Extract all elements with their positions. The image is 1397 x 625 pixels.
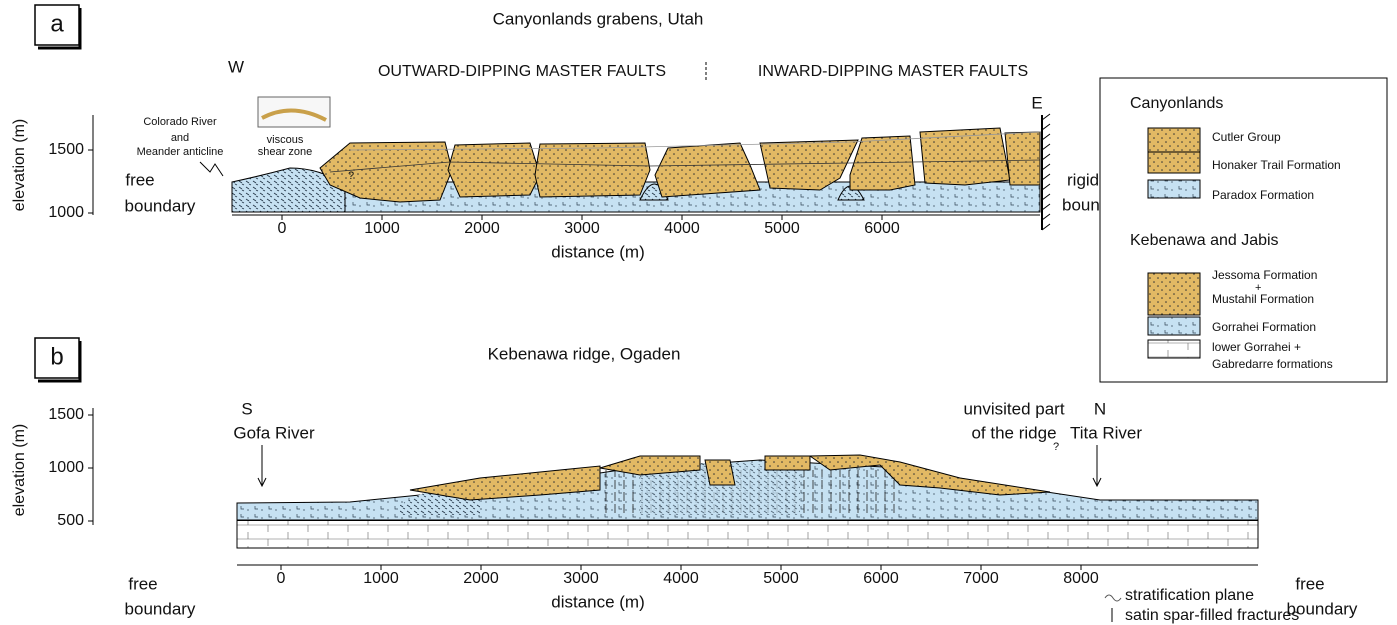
- panel-title: Canyonlands grabens, Utah: [493, 9, 704, 28]
- panel-label: a: [50, 10, 64, 37]
- note: free: [125, 170, 154, 189]
- heading: Gofa River: [233, 423, 315, 442]
- heading: OUTWARD-DIPPING MASTER FAULTS: [378, 63, 666, 80]
- x-tick-label: 4000: [664, 220, 700, 237]
- x-tick-label: 4000: [663, 570, 699, 587]
- note: Meander anticline: [137, 146, 224, 158]
- legend-item: Jessoma Formation: [1212, 268, 1317, 282]
- x-tick-label: 2000: [463, 570, 499, 587]
- note: boundary: [125, 196, 196, 215]
- figure: a Canyonlands grabens, Utah W OUTWARD-DI…: [0, 0, 1397, 625]
- y-tick-label: 1000: [48, 459, 84, 476]
- note: rigid: [1067, 170, 1099, 189]
- panel-label: b: [50, 343, 63, 370]
- y-tick-label: 500: [57, 512, 84, 529]
- heading: S: [241, 399, 252, 418]
- x-tick-label: 3000: [564, 220, 600, 237]
- heading: INWARD-DIPPING MASTER FAULTS: [758, 63, 1028, 80]
- note: and: [171, 132, 189, 144]
- heading: ?: [1053, 441, 1059, 453]
- symbol-label: stratification plane: [1125, 587, 1254, 604]
- x-tick-label: 6000: [863, 570, 899, 587]
- x-tick-label: 6000: [864, 220, 900, 237]
- legend-item: Gorrahei Formation: [1212, 320, 1316, 334]
- x-axis-label: distance (m): [551, 592, 645, 611]
- heading: E: [1031, 93, 1042, 112]
- legend-item: Paradox Formation: [1212, 188, 1314, 202]
- heading: W: [228, 57, 244, 76]
- x-tick-label: 0: [277, 570, 286, 587]
- symbol-label: satin spar-filled fractures: [1125, 607, 1299, 624]
- note: Colorado River: [143, 116, 217, 128]
- y-tick-label: 1000: [48, 204, 84, 221]
- x-tick-label: 3000: [563, 570, 599, 587]
- note: boundary: [125, 599, 196, 618]
- x-tick-label: 5000: [764, 220, 800, 237]
- x-tick-label: 5000: [763, 570, 799, 587]
- y-axis-label: elevation (m): [11, 424, 28, 516]
- legend-item: Cutler Group: [1212, 130, 1281, 144]
- x-tick-label: 2000: [464, 220, 500, 237]
- note: free: [128, 574, 157, 593]
- x-tick-label: 1000: [363, 570, 399, 587]
- note: viscous: [267, 134, 304, 146]
- legend-item: Mustahil Formation: [1212, 292, 1314, 306]
- y-tick-label: 1500: [48, 406, 84, 423]
- note: ?: [348, 170, 354, 182]
- legend-item: lower Gorrahei +: [1212, 340, 1301, 354]
- note: shear zone: [258, 146, 312, 158]
- legend: [1100, 78, 1387, 382]
- heading: of the ridge: [971, 423, 1056, 442]
- y-tick-label: 1500: [48, 141, 84, 158]
- x-axis-label: distance (m): [551, 242, 645, 261]
- heading: Tita River: [1070, 423, 1142, 442]
- note: free: [1295, 574, 1324, 593]
- heading: N: [1094, 399, 1106, 418]
- x-tick-label: 8000: [1063, 570, 1099, 587]
- legend-title: Kebenawa and Jabis: [1130, 232, 1279, 249]
- x-tick-label: 0: [278, 220, 287, 237]
- legend-title: Canyonlands: [1130, 95, 1223, 112]
- panel-title: Kebenawa ridge, Ogaden: [488, 344, 681, 363]
- y-axis-label: elevation (m): [11, 119, 28, 211]
- legend-item: Gabredarre formations: [1212, 357, 1333, 371]
- x-tick-label: 1000: [364, 220, 400, 237]
- heading: unvisited part: [963, 399, 1064, 418]
- legend-item: Honaker Trail Formation: [1212, 158, 1341, 172]
- x-tick-label: 7000: [963, 570, 999, 587]
